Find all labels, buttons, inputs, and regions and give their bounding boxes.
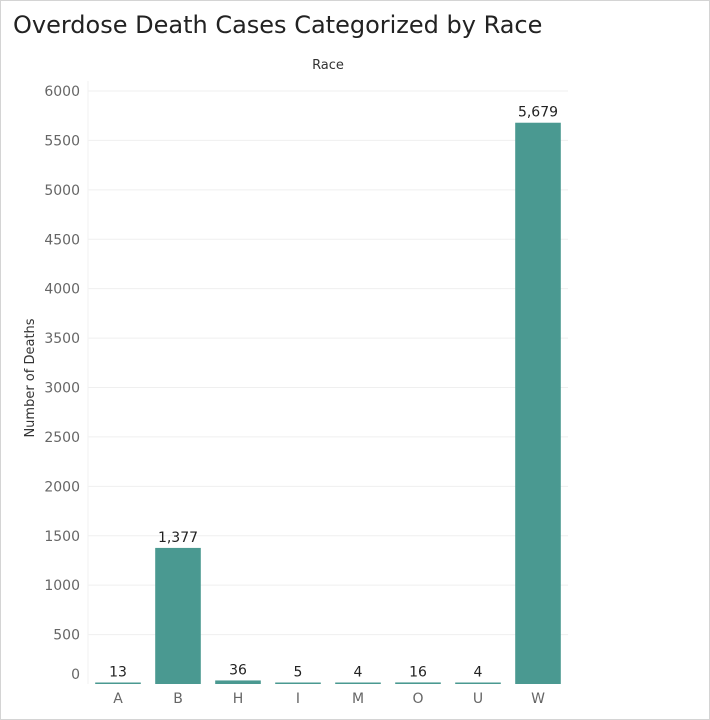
gridlines: [87, 81, 568, 684]
y-tick-label: 5500: [44, 133, 80, 149]
data-label-O: 16: [409, 664, 427, 680]
x-tick-label-O: O: [412, 691, 423, 707]
x-tick-label-H: H: [233, 691, 244, 707]
y-axis-ticks: 0 500 1000 1500 2000 2500 3000 3500 4000 4500 5000…: [44, 84, 80, 683]
x-tick-label-M: M: [352, 691, 364, 707]
x-tick-label-I: I: [296, 691, 300, 707]
x-tick-label-B: B: [173, 691, 183, 707]
data-label-I: 5: [294, 665, 303, 681]
y-tick-label: 4000: [44, 282, 80, 298]
bars: [95, 122, 561, 684]
y-tick-label: 3000: [44, 381, 80, 397]
y-tick-label: 500: [53, 628, 80, 644]
bar-M: [335, 682, 381, 684]
x-tick-label-A: A: [113, 691, 123, 707]
x-tick-label-U: U: [473, 691, 483, 707]
x-axis-title: Race: [312, 58, 344, 73]
data-labels: 13 1,377 36 5 4 16 4 5,679: [109, 105, 558, 681]
y-tick-label: 1000: [44, 578, 80, 594]
bar-O: [395, 682, 441, 684]
y-tick-label: 2500: [44, 430, 80, 446]
y-tick-label: 5000: [44, 183, 80, 199]
data-label-A: 13: [109, 665, 127, 681]
y-tick-label: 2000: [44, 479, 80, 495]
y-tick-label: 6000: [44, 84, 80, 100]
x-tick-label-W: W: [531, 691, 545, 707]
bar-W: [515, 122, 561, 684]
y-tick-label: 4500: [44, 232, 80, 248]
bar-H: [215, 680, 261, 684]
bar-A: [95, 682, 141, 684]
data-label-W: 5,679: [518, 105, 558, 121]
y-tick-label: 1500: [44, 529, 80, 545]
chart-title: Overdose Death Cases Categorized by Race: [13, 11, 543, 39]
bar-B: [155, 547, 201, 684]
data-label-U: 4: [474, 665, 483, 681]
y-axis-title: Number of Deaths: [23, 318, 38, 437]
data-label-B: 1,377: [158, 530, 198, 546]
y-tick-label: 0: [71, 667, 80, 683]
data-label-M: 4: [354, 665, 363, 681]
data-label-H: 36: [229, 662, 247, 678]
bar-I: [275, 682, 321, 684]
bar-U: [455, 682, 501, 684]
y-tick-label: 3500: [44, 331, 80, 347]
